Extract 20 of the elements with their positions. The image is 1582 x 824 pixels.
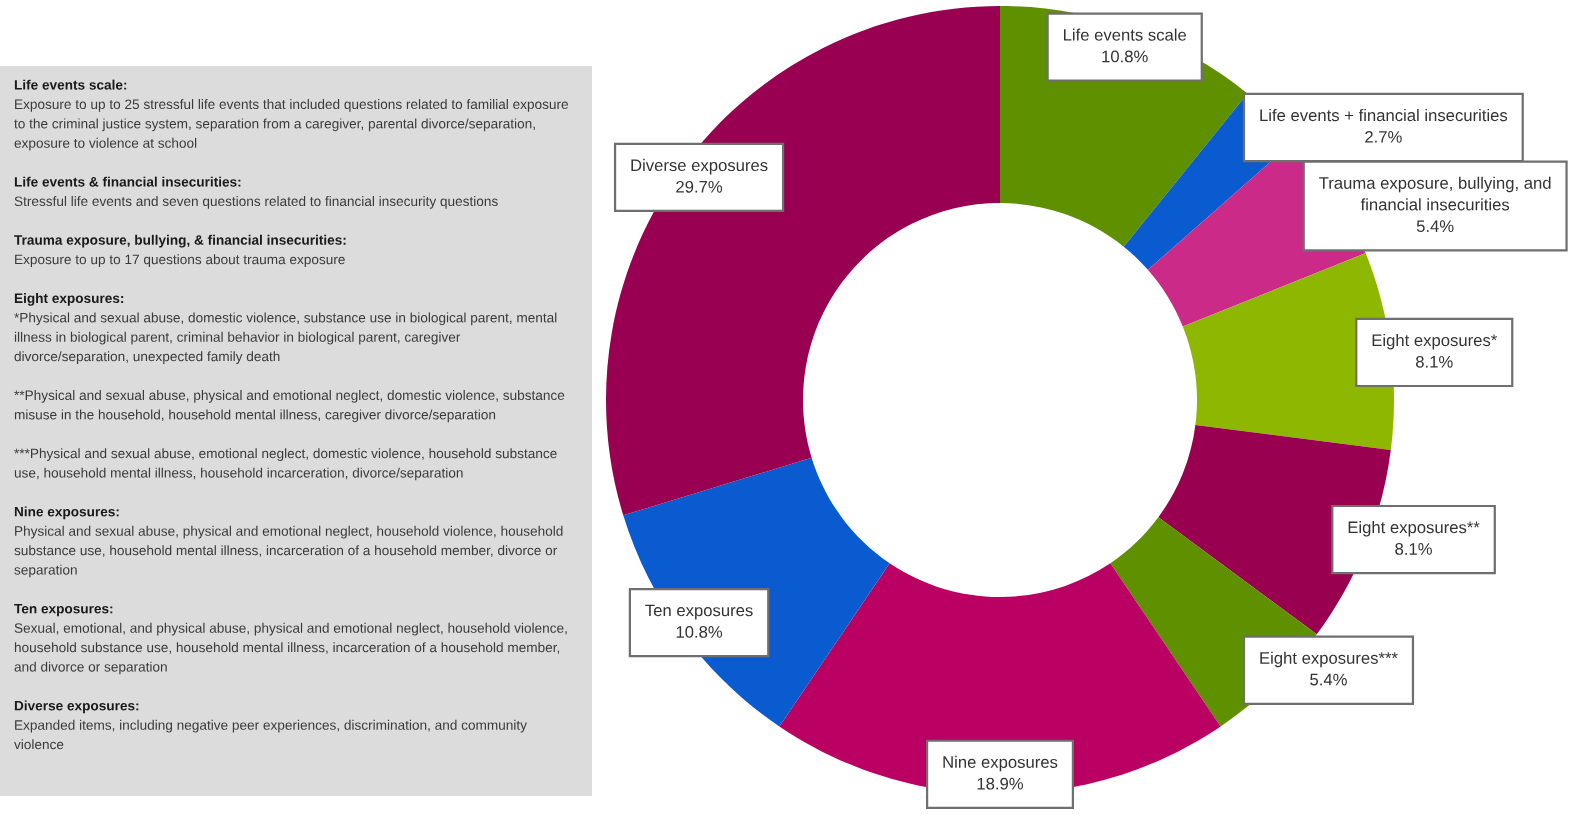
data-label: 8.1%: [1416, 355, 1453, 368]
data-label: 18.9%: [977, 777, 1024, 790]
data-label: 29.7%: [676, 180, 723, 193]
slice-label: Trauma exposure, bullying, and financial insecurities: [1319, 176, 1551, 211]
data-label: 5.4%: [1310, 673, 1347, 686]
donut-slice: [1158, 425, 1391, 635]
data-label: 10.8%: [1102, 50, 1148, 63]
slice-label: Ten exposures: [645, 604, 753, 620]
slice-label: Life events + financial insecurities: [1260, 108, 1508, 122]
slice-label: Diverse exposures: [631, 158, 768, 175]
slice-label: Life events scale: [1063, 28, 1187, 41]
slice-label: Nine exposures: [943, 755, 1058, 772]
data-label: 2.7%: [1365, 130, 1402, 143]
data-label: 5.4%: [1416, 220, 1454, 233]
slice-label: Eight exposures*: [1372, 333, 1498, 350]
slice-label: Eight exposures***: [1260, 651, 1398, 668]
donut-slice: [606, 6, 1000, 516]
data-label: 8.1%: [1395, 543, 1432, 555]
slice-label: Eight exposures**: [1348, 521, 1480, 537]
data-label: 10.8%: [676, 626, 723, 638]
